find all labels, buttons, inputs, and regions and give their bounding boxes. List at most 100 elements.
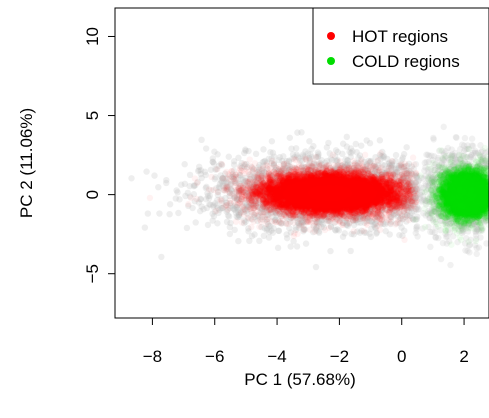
data-point: [296, 183, 304, 191]
data-point: [300, 196, 307, 203]
data-point: [318, 216, 326, 224]
data-point: [232, 218, 240, 225]
data-point: [371, 203, 378, 211]
data-point: [271, 186, 279, 194]
data-point: [352, 159, 359, 167]
data-point: [128, 175, 135, 182]
data-point: [280, 160, 288, 167]
data-point: [355, 154, 362, 161]
data-point: [322, 204, 330, 211]
data-point: [325, 224, 333, 232]
data-point: [357, 219, 364, 226]
data-point: [196, 167, 203, 174]
data-point: [207, 166, 215, 173]
data-point: [274, 244, 282, 252]
data-point: [412, 178, 420, 186]
data-point: [250, 202, 257, 209]
data-point: [286, 206, 293, 214]
data-point: [397, 211, 404, 218]
data-point: [344, 157, 351, 164]
data-point: [263, 208, 270, 216]
data-point: [275, 183, 282, 191]
data-point: [306, 180, 313, 188]
data-point: [293, 243, 301, 250]
data-point: [259, 201, 266, 209]
data-point: [382, 227, 389, 235]
data-point: [312, 263, 320, 271]
data-point: [368, 186, 375, 193]
data-point: [409, 188, 416, 196]
data-point: [272, 164, 280, 172]
data-point: [291, 164, 299, 172]
data-point: [403, 211, 411, 219]
data-point: [392, 180, 399, 187]
data-point: [350, 165, 358, 172]
data-point: [265, 234, 273, 241]
data-point: [341, 230, 348, 237]
data-point: [284, 186, 291, 194]
data-point: [335, 204, 342, 211]
data-point: [325, 204, 332, 211]
data-point: [280, 153, 287, 160]
data-point: [245, 195, 252, 203]
data-point: [307, 164, 314, 172]
data-point: [376, 137, 384, 144]
data-point: [330, 167, 337, 175]
data-point: [214, 166, 221, 173]
data-point: [397, 177, 404, 184]
data-point: [319, 178, 326, 185]
data-point: [259, 198, 267, 206]
data-point: [282, 196, 289, 203]
data-point: [332, 226, 339, 233]
data-point: [380, 152, 387, 159]
data-point: [389, 171, 397, 178]
data-point: [268, 195, 275, 203]
data-point: [348, 179, 355, 187]
data-point: [283, 231, 290, 238]
data-point: [315, 218, 322, 226]
data-point: [214, 220, 221, 227]
data-point: [278, 188, 286, 196]
data-point: [163, 179, 170, 187]
data-point: [369, 181, 377, 189]
data-point: [277, 172, 285, 179]
data-point: [183, 224, 191, 232]
data-point: [359, 187, 366, 195]
data-point: [396, 231, 403, 239]
data-point: [378, 215, 386, 223]
data-point: [402, 189, 410, 196]
data-point: [288, 184, 296, 191]
data-point: [360, 193, 367, 200]
data-point: [364, 191, 371, 198]
data-point: [335, 227, 343, 234]
data-point: [158, 253, 165, 261]
data-point: [366, 206, 374, 213]
data-point: [270, 153, 278, 160]
data-point: [365, 210, 372, 217]
data-point: [332, 204, 339, 212]
data-point: [309, 181, 316, 189]
data-point: [287, 183, 295, 191]
data-point: [249, 188, 256, 196]
data-point: [226, 230, 234, 238]
data-point: [217, 197, 225, 205]
data-point: [358, 175, 366, 183]
data-point: [373, 217, 380, 224]
data-point: [376, 178, 383, 185]
data-point: [211, 148, 218, 155]
data-point: [236, 187, 243, 195]
data-point: [372, 176, 379, 183]
data-point: [204, 192, 212, 200]
data-point: [272, 186, 279, 194]
data-point: [276, 154, 283, 161]
data-point: [268, 199, 276, 207]
data-point: [243, 201, 251, 209]
data-point: [355, 191, 362, 198]
data-point: [277, 194, 284, 202]
data-point: [407, 178, 414, 186]
data-point: [268, 189, 275, 197]
data-point: [238, 200, 245, 207]
data-point: [270, 225, 277, 232]
data-point: [270, 176, 277, 183]
